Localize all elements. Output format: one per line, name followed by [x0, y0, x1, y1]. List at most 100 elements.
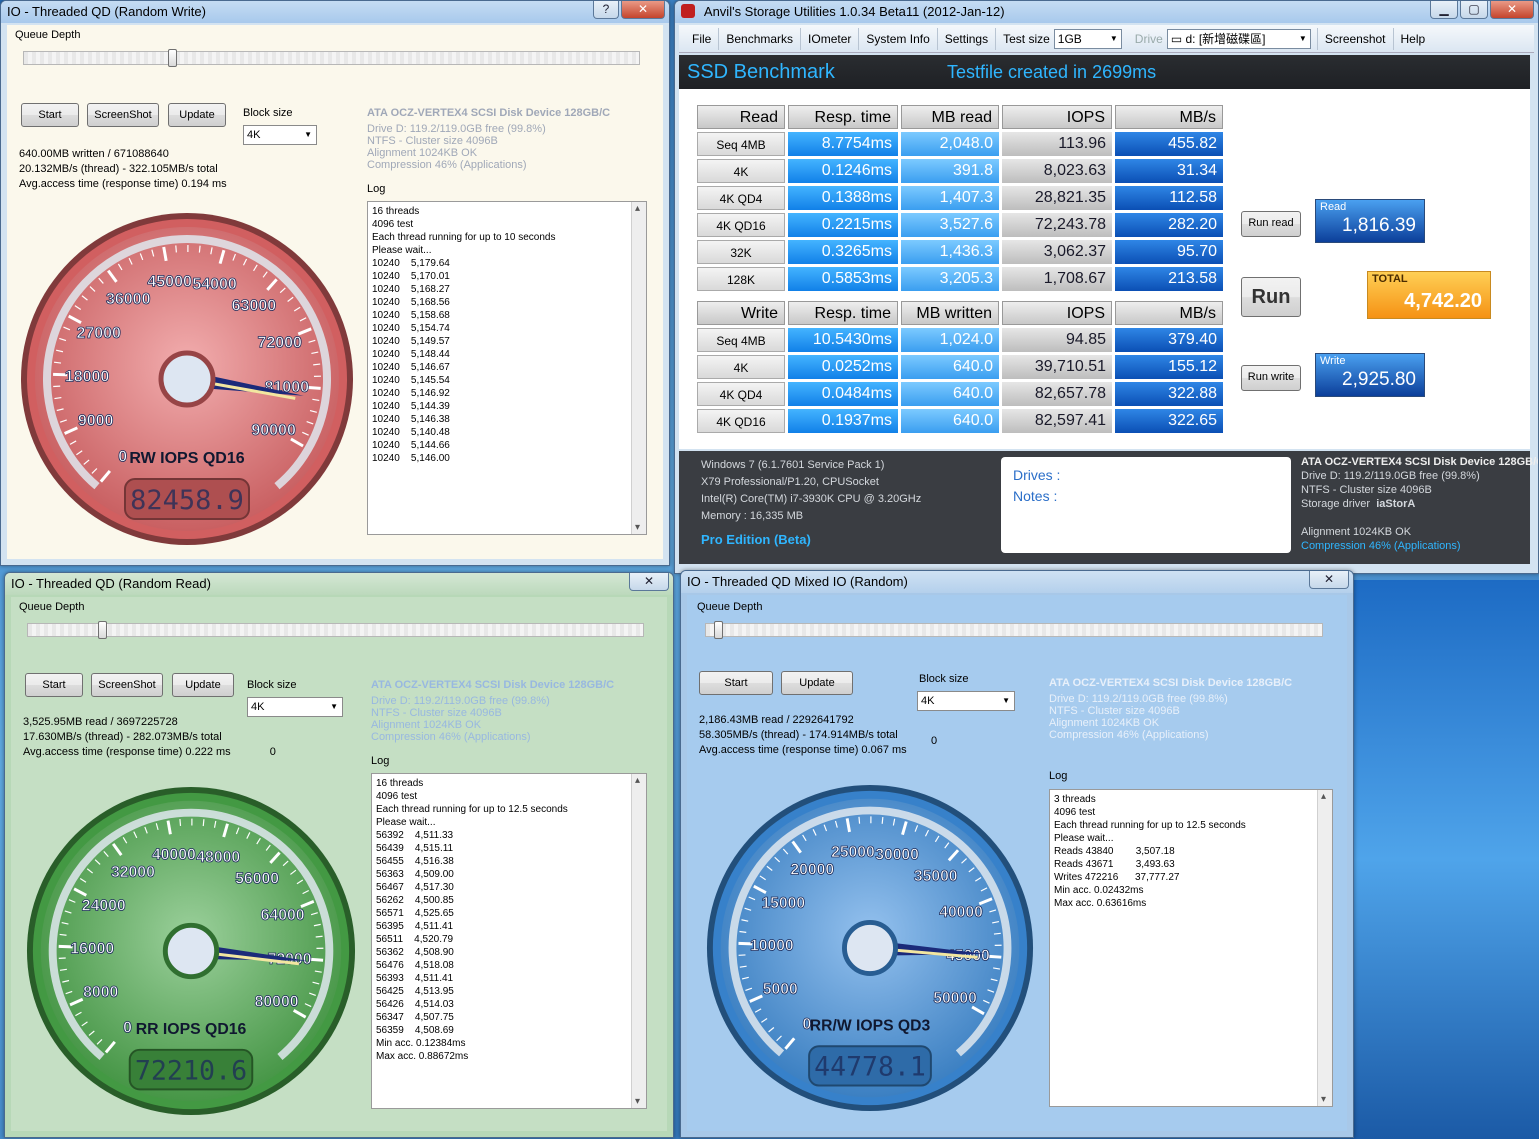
log-line: 3 threads	[1054, 793, 1328, 806]
window-titlebar[interactable]: IO - Threaded QD (Random Read) ✕	[5, 573, 673, 595]
column-header: Write	[697, 301, 785, 325]
queue-depth-slider[interactable]	[27, 623, 644, 637]
mixed-client: Queue Depth Start Update Block size 4K ▼…	[687, 595, 1347, 1131]
menu-benchmarks[interactable]: Benchmarks	[719, 28, 801, 50]
desktop-background	[1350, 580, 1539, 1139]
slider-thumb[interactable]	[168, 49, 177, 67]
screenshot-button[interactable]: ScreenShot	[87, 103, 159, 127]
table-cell: 39,710.51	[1002, 355, 1112, 379]
update-button[interactable]: Update	[168, 103, 226, 127]
block-size-select[interactable]: 4K ▼	[917, 691, 1015, 711]
log-line: Max acc. 0.88672ms	[376, 1050, 642, 1063]
log-scrollbar[interactable]	[631, 202, 646, 534]
anvil-titlebar[interactable]: Anvil's Storage Utilities 1.0.34 Beta11 …	[675, 1, 1538, 23]
slider-thumb[interactable]	[714, 621, 723, 639]
log-line: 10240 5,149.57	[372, 335, 642, 348]
run-read-button[interactable]: Run read	[1241, 211, 1301, 237]
stats: 2,186.43MB read / 2292641792 58.305MB/s …	[699, 713, 907, 758]
queue-depth-slider[interactable]	[705, 623, 1323, 637]
stats-access-time: Avg.access time (response time) 0.222 ms…	[23, 745, 276, 760]
stats-throughput: 20.132MB/s (thread) - 322.105MB/s total	[19, 162, 227, 177]
log-box[interactable]: 16 threads 4096 test Each thread running f…	[371, 773, 647, 1109]
test-size-select[interactable]: 1GB ▼	[1054, 29, 1122, 49]
gauge-tick-label: 72000	[257, 335, 302, 352]
close-icon[interactable]: ✕	[621, 1, 665, 19]
gauge-tick	[882, 817, 883, 824]
close-icon[interactable]: ✕	[629, 573, 669, 591]
drive-summary-name: ATA OCZ-VERTEX4 SCSI Disk Device 128GB/C	[1301, 455, 1539, 469]
log-line: 56395 4,511.41	[376, 920, 642, 933]
anvil-main-window: Anvil's Storage Utilities 1.0.34 Beta11 …	[674, 0, 1539, 574]
column-header: MB/s	[1115, 105, 1223, 129]
screenshot-button[interactable]: ScreenShot	[91, 673, 163, 697]
stats-access-time-text: Avg.access time (response time) 0.222 ms	[23, 746, 231, 758]
menu-help[interactable]: Help	[1394, 28, 1433, 50]
log-scrollbar[interactable]	[1317, 790, 1332, 1106]
results-area: Read Resp. time MB read IOPS MB/s Seq 4MB 8.77…	[679, 89, 1530, 449]
read-score-value: 1,816.39	[1342, 215, 1416, 237]
update-button[interactable]: Update	[781, 671, 853, 695]
notes-box[interactable]: Drives : Notes :	[1001, 457, 1291, 553]
gauge-tick-label: 40000	[152, 847, 196, 864]
table-cell: 322.65	[1115, 409, 1223, 433]
minimize-icon[interactable]: ▁	[1430, 1, 1458, 19]
drive-select[interactable]: ▭ d: [新增磁碟區] ▼	[1167, 29, 1311, 49]
help-icon[interactable]: ?	[593, 1, 619, 19]
gauge-tick-label: 45000	[147, 274, 192, 291]
window-titlebar[interactable]: IO - Threaded QD Mixed IO (Random) ✕	[681, 571, 1353, 593]
log-line: 10240 5,148.44	[372, 348, 642, 361]
queue-depth-slider[interactable]	[23, 51, 640, 65]
maximize-icon[interactable]: ▢	[1460, 1, 1488, 19]
start-button[interactable]: Start	[699, 671, 773, 695]
drive-info: ATA OCZ-VERTEX4 SCSI Disk Device 128GB/C…	[1049, 677, 1292, 741]
gauge-tick-label: 54000	[192, 276, 237, 293]
close-icon[interactable]: ✕	[1490, 1, 1534, 19]
slider-thumb[interactable]	[98, 621, 107, 639]
window-titlebar[interactable]: IO - Threaded QD (Random Write) ? ✕	[1, 1, 669, 23]
run-write-button[interactable]: Run write	[1241, 365, 1301, 391]
gauge-tick-label: 25000	[831, 844, 875, 861]
menu-file[interactable]: File	[685, 28, 719, 50]
log-line: Max acc. 0.63616ms	[1054, 897, 1328, 910]
log-box[interactable]: 16 threads 4096 test Each thread running f…	[367, 201, 647, 535]
menu-iometer[interactable]: IOmeter	[801, 28, 859, 50]
table-cell: 72,243.78	[1002, 213, 1112, 237]
log-line: Each thread running for up to 10 seconds	[372, 231, 642, 244]
gauge-tick-label: 10000	[750, 937, 794, 954]
log-line: 56426 4,514.03	[376, 998, 642, 1011]
block-size-select[interactable]: 4K ▼	[247, 697, 343, 717]
log-line: 16 threads	[376, 777, 642, 790]
gauge-tick-label: 16000	[70, 940, 114, 957]
log-line: 10240 5,144.39	[372, 400, 642, 413]
random-read-window: IO - Threaded QD (Random Read) ✕ Queue D…	[4, 572, 674, 1138]
table-cell: 0.0252ms	[788, 355, 898, 379]
menu-screenshot[interactable]: Screenshot	[1317, 28, 1394, 50]
table-cell: 0.0484ms	[788, 382, 898, 406]
log-line: 56393 4,511.41	[376, 972, 642, 985]
gauge-tick	[313, 364, 320, 365]
close-icon[interactable]: ✕	[1309, 571, 1349, 589]
log-line: 56476 4,518.08	[376, 959, 642, 972]
gauge-tick-label: 8000	[83, 984, 118, 1001]
gauge-tick	[994, 933, 1001, 934]
log-line: 10240 5,145.54	[372, 374, 642, 387]
log-label: Log	[1049, 770, 1067, 782]
update-button[interactable]: Update	[172, 673, 234, 697]
anvil-app-icon	[681, 4, 695, 18]
row-label: 32K	[697, 240, 785, 264]
log-box[interactable]: 3 threads 4096 test Each thread running fo…	[1049, 789, 1333, 1107]
start-button[interactable]: Start	[21, 103, 79, 127]
table-cell: 8,023.63	[1002, 159, 1112, 183]
status-text: Testfile created in 2699ms	[947, 55, 1156, 89]
block-size-select[interactable]: 4K ▼	[243, 125, 317, 145]
menu-settings[interactable]: Settings	[938, 28, 996, 50]
log-line: 10240 5,168.27	[372, 283, 642, 296]
start-button[interactable]: Start	[25, 673, 83, 697]
run-button[interactable]: Run	[1241, 277, 1301, 317]
row-label: Seq 4MB	[697, 132, 785, 156]
column-header: MB read	[901, 105, 999, 129]
log-scrollbar[interactable]	[631, 774, 646, 1108]
menu-system-info[interactable]: System Info	[859, 28, 937, 50]
system-info: Windows 7 (6.1.7601 Service Pack 1) X79 …	[701, 457, 921, 548]
table-cell: 282.20	[1115, 213, 1223, 237]
